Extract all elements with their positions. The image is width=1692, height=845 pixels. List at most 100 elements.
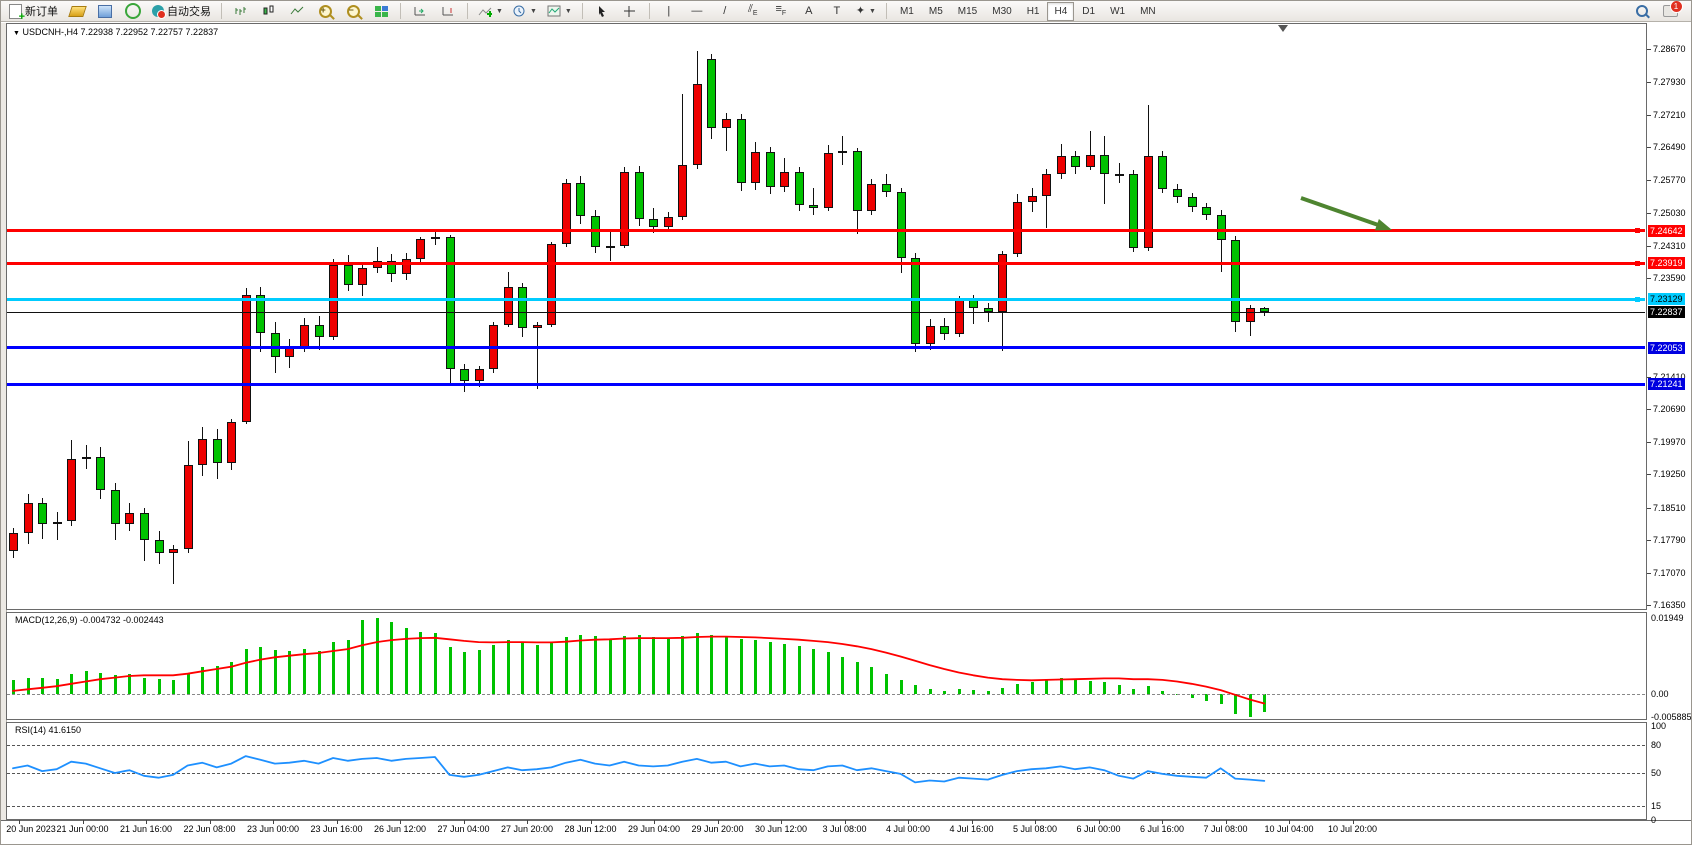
timeframe-h4[interactable]: H4 [1047, 1, 1075, 21]
time-axis[interactable]: 20 Jun 2023 21 Jun 00:00 21 Jun 16:00 22 Ju… [1, 820, 1691, 844]
time-tick [463, 820, 465, 824]
chart-shift-marker[interactable] [1278, 25, 1288, 32]
timeframe-m5[interactable]: M5 [928, 5, 943, 17]
market-watch-button[interactable] [64, 1, 90, 21]
time-tick-label: 26 Jun 12:00 [373, 824, 427, 834]
indicators-button[interactable]: ▼ [474, 1, 507, 21]
terminal-button[interactable] [92, 1, 118, 21]
candle-body [169, 549, 179, 554]
crosshair-tool-button[interactable] [617, 1, 643, 21]
time-tick-label: 21 Jun 16:00 [119, 824, 173, 834]
candle-wick [609, 230, 611, 261]
macd-histogram-bar [230, 661, 234, 694]
price-tick [1647, 572, 1651, 574]
periods-button[interactable]: ▼ [509, 1, 541, 21]
hline-7.21241[interactable] [7, 382, 1645, 386]
zoom-in-button[interactable]: + [312, 1, 338, 21]
timeframe-m1[interactable]: M1 [899, 5, 914, 17]
macd-histogram-bar [215, 665, 219, 694]
timeframe-d1[interactable]: D1 [1082, 5, 1096, 17]
search-button[interactable] [1629, 1, 1655, 21]
candle-body [765, 152, 775, 187]
candle-body [678, 164, 688, 217]
hline-7.22837[interactable] [7, 311, 1645, 313]
timeframe-m15[interactable]: M15 [957, 5, 978, 17]
auto-trading-button[interactable]: 自动交易 [148, 1, 215, 21]
bar-chart-button[interactable] [228, 1, 254, 21]
time-tick [1098, 820, 1100, 824]
hline-7.23919[interactable] [7, 261, 1645, 265]
horizontal-line-tool[interactable]: — [684, 1, 710, 21]
candle-body [882, 184, 891, 192]
price-axis[interactable] [1647, 23, 1691, 820]
candle-body [532, 324, 542, 329]
new-order-button[interactable]: 新订单 [5, 1, 62, 23]
candle-body [925, 326, 935, 345]
rsi-axis-label: 80 [1651, 739, 1662, 750]
time-tick-label: 6 Jul 00:00 [1076, 824, 1121, 834]
macd-histogram-bar [564, 637, 568, 694]
line-chart-button[interactable] [284, 1, 310, 21]
candle-body [823, 152, 833, 208]
macd-histogram-bar [113, 675, 117, 694]
hline-7.22053[interactable] [7, 346, 1645, 350]
rsi-label: RSI(14) 41.6150 [15, 725, 82, 735]
candle-body [256, 294, 266, 333]
price-chart-pane[interactable] [6, 23, 1647, 610]
rsi-axis-label: 50 [1651, 768, 1662, 778]
candle-body [314, 324, 324, 338]
price-tick-label: 7.27930 [1653, 77, 1686, 88]
horizontal-line-icon: — [691, 4, 703, 17]
macd-histogram-bar [99, 672, 103, 694]
notifications-button[interactable]: 1 [1657, 1, 1683, 21]
time-tick-label: 3 Jul 08:00 [822, 824, 867, 834]
price-tick-label: 7.19970 [1653, 436, 1686, 447]
vertical-line-icon: | [667, 4, 671, 17]
vertical-line-tool[interactable]: | [656, 1, 682, 21]
time-tick [717, 820, 719, 824]
zoom-out-icon: − [346, 4, 360, 18]
cursor-tool-button[interactable] [589, 1, 615, 21]
chevron-down-icon: ▼ [869, 7, 876, 15]
signals-button[interactable] [120, 1, 146, 21]
line-anchor[interactable] [1635, 296, 1640, 302]
tile-windows-icon [374, 5, 388, 17]
timeframe-mn[interactable]: MN [1140, 5, 1156, 17]
candle-body [1100, 154, 1110, 174]
line-anchor[interactable] [1635, 228, 1640, 234]
macd-histogram-bar [1074, 679, 1078, 694]
candle-body [896, 191, 906, 258]
line-anchor[interactable] [1635, 260, 1640, 266]
candle-wick [1089, 131, 1091, 171]
arrows-tool[interactable]: ✦ ▼ [852, 1, 880, 21]
templates-button[interactable]: ▼ [543, 1, 576, 21]
chevron-down-icon: ▼ [496, 7, 503, 15]
chart-shift-button[interactable] [435, 1, 461, 21]
macd-histogram-bar [1117, 685, 1121, 694]
trendline-tool[interactable]: / [712, 1, 738, 21]
bar-chart-icon [235, 7, 246, 15]
text-tool[interactable]: A [796, 1, 822, 21]
candle-body [1027, 195, 1037, 202]
fibonacci-tool[interactable]: ≡F [768, 1, 794, 21]
timeframe-m30[interactable]: M30 [992, 5, 1012, 17]
candle-body [1071, 155, 1081, 168]
timeframe-w1[interactable]: W1 [1110, 5, 1126, 17]
hline-7.24642[interactable] [7, 229, 1645, 233]
hline-7.23129[interactable] [7, 297, 1645, 301]
channel-tool[interactable]: ⫽E [740, 1, 766, 21]
candlestick-chart-button[interactable] [256, 1, 282, 21]
time-tick-label: 27 Jun 04:00 [437, 824, 490, 834]
symbol-dropdown-icon[interactable]: ▼ [13, 30, 20, 37]
time-tick-label: 29 Jun 20:00 [691, 824, 744, 834]
time-tick [336, 820, 338, 824]
zoom-out-button[interactable]: − [340, 1, 366, 21]
label-tool[interactable]: T [824, 1, 850, 21]
arrows-icon: ✦ [855, 4, 866, 17]
candle-body [1114, 173, 1124, 176]
auto-trading-icon [152, 5, 166, 19]
timeframe-h1[interactable]: H1 [1026, 5, 1040, 17]
macd-histogram-bar [710, 634, 714, 694]
auto-scroll-button[interactable] [407, 1, 433, 21]
tile-windows-button[interactable] [368, 1, 394, 21]
